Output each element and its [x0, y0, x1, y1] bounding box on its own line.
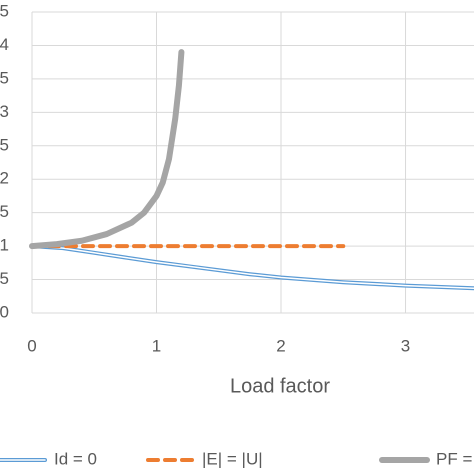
- y-tick-label: 3.5: [0, 68, 9, 87]
- series-line: [30, 244, 474, 291]
- x-tick-label: 1: [152, 336, 161, 355]
- x-tick-label: 3: [401, 336, 410, 355]
- y-tick-label: 1.5: [0, 202, 9, 221]
- y-tick-label: 4: [0, 35, 9, 54]
- y-tick-label: 4.5: [0, 1, 9, 20]
- y-tick-label: 2: [0, 169, 9, 188]
- legend-label: |E| = |U|: [202, 449, 263, 468]
- y-tick-label: 3: [0, 102, 9, 121]
- x-axis-title: Load factor: [230, 375, 330, 397]
- x-tick-label: 0: [27, 336, 36, 355]
- y-tick-label: 2.5: [0, 135, 9, 154]
- y-tick-label: 0.5: [0, 269, 9, 288]
- series-line-inner: [31, 245, 474, 290]
- y-tick-label: 0: [0, 302, 9, 321]
- legend-label: Id = 0: [54, 449, 97, 468]
- y-tick-label: 1: [0, 236, 9, 255]
- legend-label: PF =: [436, 449, 472, 468]
- x-tick-label: 2: [276, 336, 285, 355]
- series-line: [29, 49, 185, 250]
